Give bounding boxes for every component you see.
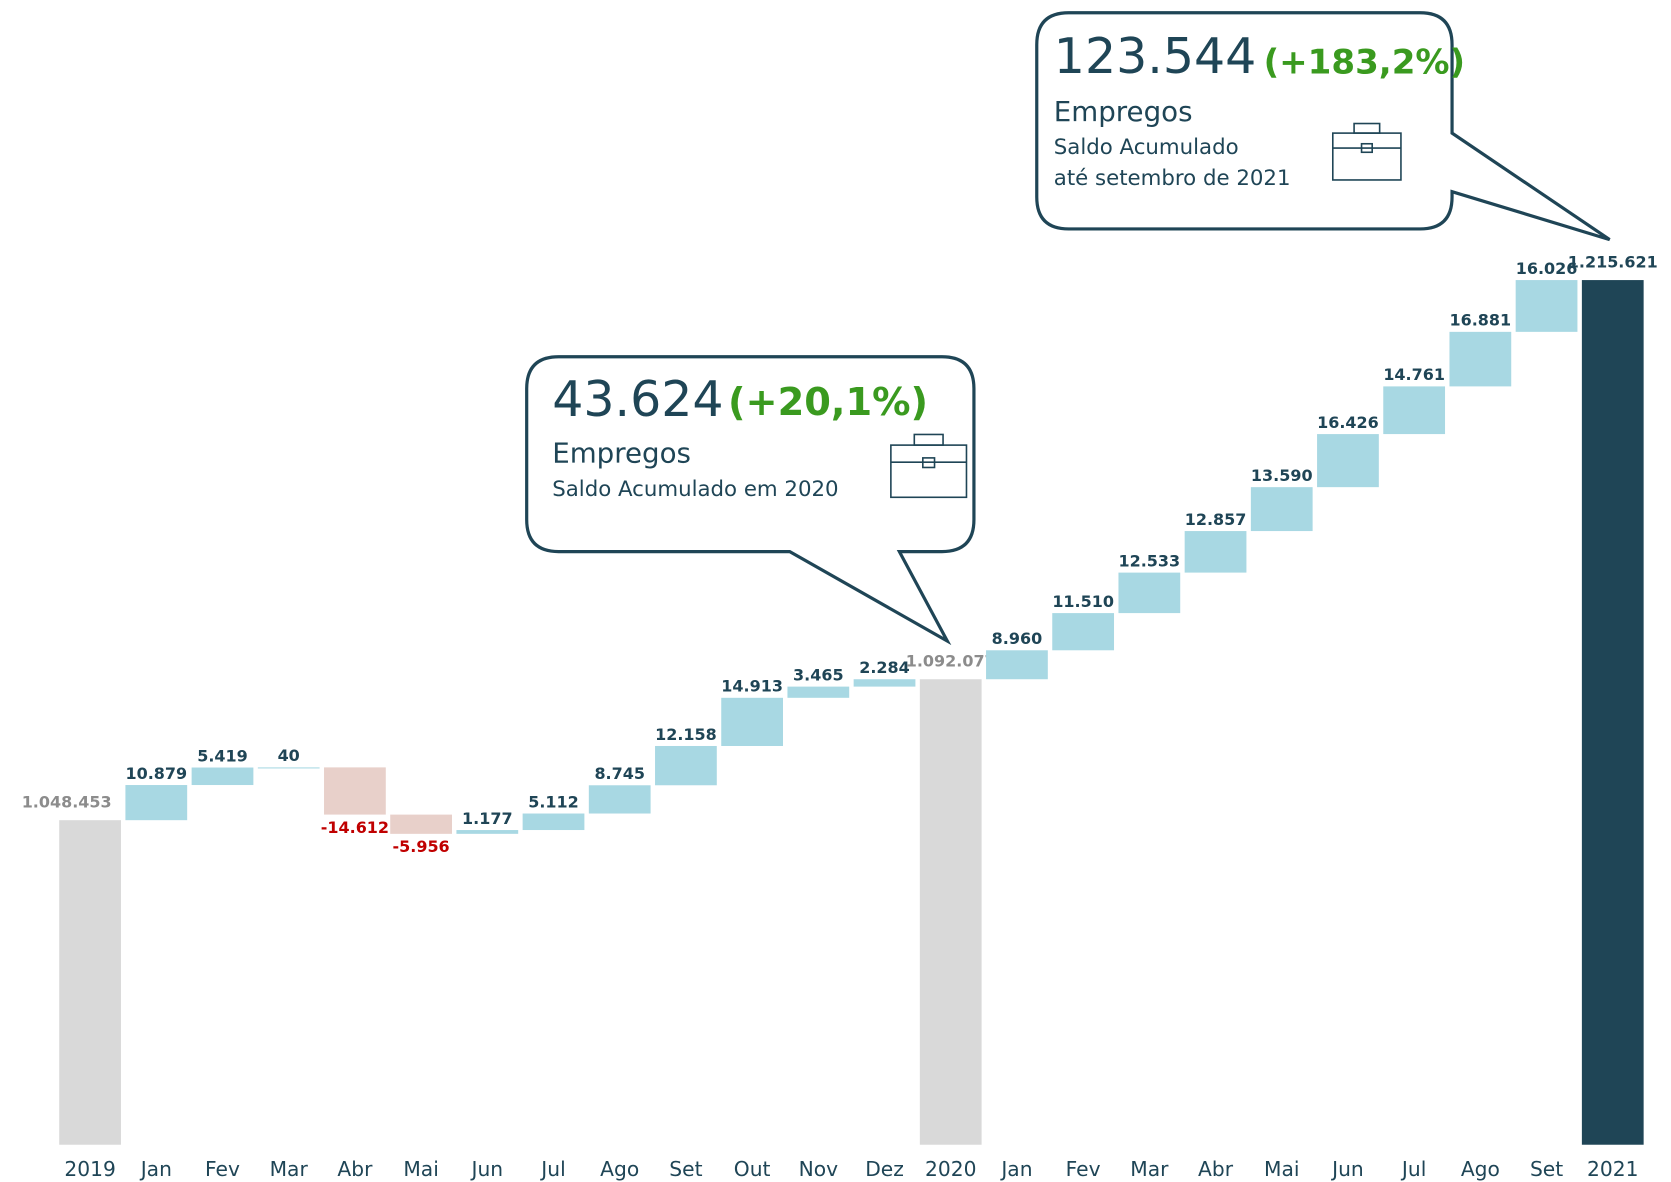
value-label: 1.092.077 bbox=[906, 652, 996, 671]
delta-bar bbox=[1317, 434, 1379, 488]
delta-bar bbox=[853, 679, 916, 687]
value-label: 1.215.621 bbox=[1568, 253, 1658, 272]
x-tick-label: 2019 bbox=[64, 1157, 115, 1181]
x-tick-label: Fev bbox=[1066, 1157, 1101, 1181]
total-bar bbox=[59, 820, 121, 1145]
x-tick-label: 2021 bbox=[1587, 1157, 1638, 1181]
delta-bar bbox=[1052, 613, 1115, 651]
value-label: 3.465 bbox=[793, 665, 844, 684]
value-label: 12.533 bbox=[1119, 551, 1181, 570]
delta-bar bbox=[986, 650, 1048, 680]
callout-value: 43.624 bbox=[552, 371, 723, 428]
value-label: 14.761 bbox=[1383, 365, 1445, 384]
callout-line: Saldo Acumulado bbox=[1054, 135, 1239, 160]
x-tick-label: Jul bbox=[1400, 1157, 1426, 1181]
delta-bar bbox=[257, 767, 320, 769]
value-label: 10.879 bbox=[125, 764, 187, 783]
callout-title: Empregos bbox=[1054, 95, 1193, 128]
value-label: 5.419 bbox=[197, 746, 248, 765]
x-tick-label: Dez bbox=[865, 1157, 904, 1181]
value-label: 40 bbox=[278, 746, 300, 765]
value-label: 11.510 bbox=[1052, 592, 1114, 611]
delta-bar bbox=[1515, 280, 1578, 332]
delta-bar bbox=[456, 830, 519, 834]
value-label: 12.857 bbox=[1185, 510, 1247, 529]
x-tick-label: Ago bbox=[600, 1157, 639, 1181]
value-label: 1.177 bbox=[462, 809, 513, 828]
value-label: -5.956 bbox=[393, 837, 450, 856]
callout-2020: 43.624 (+20,1%) Empregos Saldo Acumulado… bbox=[525, 355, 976, 646]
value-label: 8.745 bbox=[594, 764, 645, 783]
callout-value: 123.544 bbox=[1054, 28, 1257, 85]
callout-box bbox=[1035, 11, 1611, 242]
x-tick-label: Mai bbox=[403, 1157, 438, 1181]
value-label: -14.612 bbox=[321, 818, 389, 837]
delta-bar bbox=[1383, 386, 1446, 435]
delta-bar bbox=[588, 785, 651, 814]
x-tick-label: Mar bbox=[1130, 1157, 1169, 1181]
bars: 1.048.453 2019 10.879 Jan 5.419 Fev 40 Mar -14.6… bbox=[22, 253, 1658, 1181]
value-label: 16.026 bbox=[1516, 259, 1578, 278]
x-tick-label: Ago bbox=[1461, 1157, 1500, 1181]
value-label: 16.426 bbox=[1317, 413, 1379, 432]
delta-bar bbox=[522, 813, 585, 831]
delta-bar bbox=[1118, 572, 1181, 614]
x-tick-label: Out bbox=[734, 1157, 771, 1181]
x-tick-label: 2020 bbox=[925, 1157, 976, 1181]
value-label: 8.960 bbox=[992, 629, 1043, 648]
briefcase-icon bbox=[1331, 122, 1402, 181]
briefcase-icon bbox=[890, 433, 968, 499]
x-tick-label: Set bbox=[669, 1157, 702, 1181]
delta-bar bbox=[125, 785, 188, 821]
delta-bar bbox=[390, 814, 452, 834]
x-tick-label: Abr bbox=[1198, 1157, 1234, 1181]
callout-line: até setembro de 2021 bbox=[1054, 166, 1291, 191]
callout-change: (+20,1%) bbox=[728, 380, 928, 425]
x-tick-label: Jul bbox=[539, 1157, 565, 1181]
delta-bar bbox=[787, 686, 850, 698]
delta-bar bbox=[1250, 487, 1313, 532]
x-tick-label: Jan bbox=[139, 1157, 172, 1181]
callout-change: (+183,2%) bbox=[1264, 42, 1466, 82]
x-tick-label: Jan bbox=[999, 1157, 1032, 1181]
callout-box bbox=[525, 355, 976, 646]
value-label: 5.112 bbox=[528, 792, 579, 811]
delta-bar bbox=[1449, 331, 1512, 387]
value-label: 12.158 bbox=[655, 725, 717, 744]
delta-bar bbox=[655, 745, 717, 786]
delta-bar bbox=[1184, 531, 1247, 573]
value-label: 14.913 bbox=[721, 677, 783, 696]
delta-bar bbox=[191, 767, 254, 786]
x-tick-label: Abr bbox=[337, 1157, 373, 1181]
x-tick-label: Mai bbox=[1264, 1157, 1299, 1181]
value-label: 2.284 bbox=[859, 658, 910, 677]
total-bar bbox=[1581, 280, 1644, 1145]
callout-title: Empregos bbox=[552, 437, 691, 470]
x-tick-label: Nov bbox=[799, 1157, 838, 1181]
total-bar bbox=[919, 679, 982, 1145]
callout-2021: 123.544 (+183,2%) Empregos Saldo Acumula… bbox=[1035, 11, 1611, 242]
x-tick-label: Jun bbox=[470, 1157, 504, 1181]
x-tick-label: Fev bbox=[205, 1157, 240, 1181]
callout-line: Saldo Acumulado em 2020 bbox=[552, 477, 838, 502]
x-tick-label: Set bbox=[1530, 1157, 1563, 1181]
x-tick-label: Jun bbox=[1330, 1157, 1364, 1181]
value-label: 13.590 bbox=[1251, 466, 1313, 485]
delta-bar bbox=[324, 767, 386, 815]
delta-bar bbox=[721, 697, 784, 746]
value-label: 16.881 bbox=[1450, 311, 1512, 330]
value-label: 1.048.453 bbox=[22, 793, 112, 812]
x-tick-label: Mar bbox=[270, 1157, 309, 1181]
